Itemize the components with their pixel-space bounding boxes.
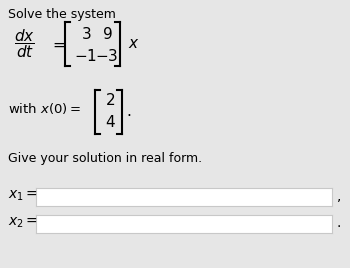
Text: ,: , xyxy=(337,189,341,203)
Text: $-3$: $-3$ xyxy=(95,48,119,64)
Text: Solve the system: Solve the system xyxy=(8,8,116,21)
Text: $2$: $2$ xyxy=(105,92,115,108)
Text: $x_1 =$: $x_1 =$ xyxy=(8,189,38,203)
Text: $\dfrac{dx}{dt}$: $\dfrac{dx}{dt}$ xyxy=(14,28,35,60)
Text: $.$: $.$ xyxy=(126,105,131,120)
Text: .: . xyxy=(337,216,341,230)
Text: $x$: $x$ xyxy=(128,36,140,51)
Text: $9$: $9$ xyxy=(102,26,112,42)
Text: $-1$: $-1$ xyxy=(75,48,98,64)
Text: with $x(0) =$: with $x(0) =$ xyxy=(8,100,81,116)
Text: $=$: $=$ xyxy=(50,36,66,51)
Text: Give your solution in real form.: Give your solution in real form. xyxy=(8,152,202,165)
Text: $4$: $4$ xyxy=(105,114,116,130)
Text: $3$: $3$ xyxy=(81,26,91,42)
Text: $x_2 =$: $x_2 =$ xyxy=(8,216,38,230)
